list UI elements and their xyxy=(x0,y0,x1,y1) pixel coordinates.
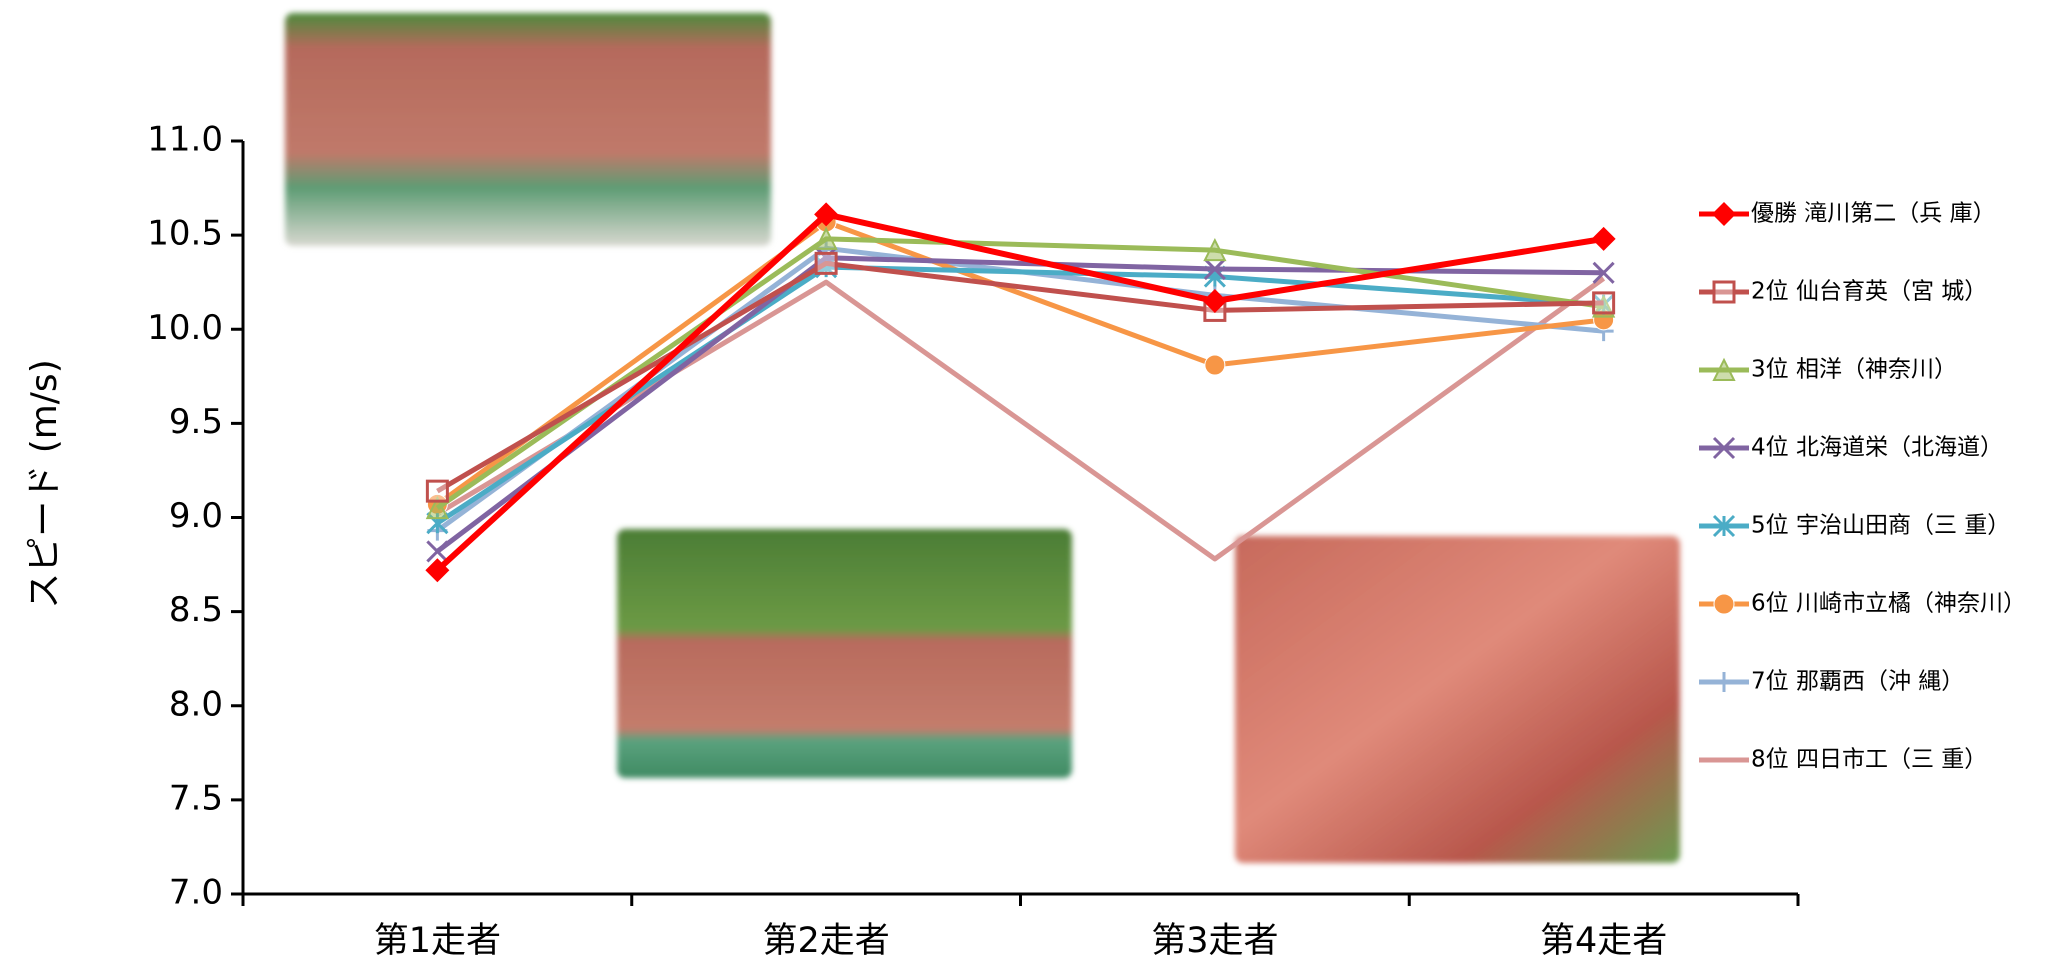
x-tick-label: 第3走者 xyxy=(1151,921,1278,961)
y-tick-label: 9.5 xyxy=(169,402,223,442)
marker xyxy=(1712,436,1736,460)
marker xyxy=(1714,672,1734,692)
photo xyxy=(617,529,1072,778)
photo xyxy=(285,13,771,246)
marker xyxy=(1591,226,1616,251)
y-tick-label: 10.5 xyxy=(147,214,223,254)
y-tick-label: 7.0 xyxy=(169,873,223,913)
legend-label: 6位 川崎市立橘（神奈川） xyxy=(1751,591,2026,617)
y-tick-label: 8.0 xyxy=(169,684,223,724)
y-axis-title: スピード (m/s) xyxy=(24,359,65,609)
legend-label: 4位 北海道栄（北海道） xyxy=(1751,435,2003,461)
x-tick-label: 第2走者 xyxy=(762,921,889,961)
marker xyxy=(425,558,450,583)
series-line xyxy=(435,236,1604,511)
marker xyxy=(1204,354,1226,376)
marker xyxy=(426,540,449,563)
marker xyxy=(814,251,838,275)
marker xyxy=(1202,289,1227,314)
y-tick-label: 9.0 xyxy=(169,496,223,536)
marker xyxy=(814,226,838,250)
y-tick-label: 8.5 xyxy=(169,590,223,630)
legend-label: 優勝 滝川第二（兵 庫） xyxy=(1751,201,1996,227)
x-tick-label: 第4走者 xyxy=(1540,921,1667,961)
legend-label: 8位 四日市工（三 重） xyxy=(1751,747,1987,773)
marker xyxy=(1712,357,1736,381)
y-tick-label: 11.0 xyxy=(147,120,223,160)
legend-label: 7位 那覇西（沖 縄） xyxy=(1751,669,1964,695)
marker xyxy=(1592,261,1615,284)
marker xyxy=(1712,514,1736,538)
legend-label: 5位 宇治山田商（三 重） xyxy=(1751,513,2010,539)
marker xyxy=(1592,291,1616,315)
marker xyxy=(1712,202,1736,226)
marker xyxy=(1713,593,1735,615)
x-tick-label: 第1走者 xyxy=(374,921,501,961)
y-tick-label: 7.5 xyxy=(169,778,223,818)
marker xyxy=(814,202,839,227)
marker xyxy=(425,495,449,520)
marker xyxy=(1712,280,1736,304)
series-line xyxy=(436,260,1604,494)
marker xyxy=(425,479,449,503)
photo xyxy=(1235,536,1680,863)
marker xyxy=(1203,237,1227,262)
marker xyxy=(1203,257,1226,281)
y-tick-label: 10.0 xyxy=(147,308,223,348)
series-line xyxy=(435,211,1605,573)
series-line xyxy=(435,219,1604,507)
legend-label: 2位 仙台育英（宮 城） xyxy=(1751,279,1987,305)
legend-label: 3位 相洋（神奈川） xyxy=(1751,357,1957,383)
